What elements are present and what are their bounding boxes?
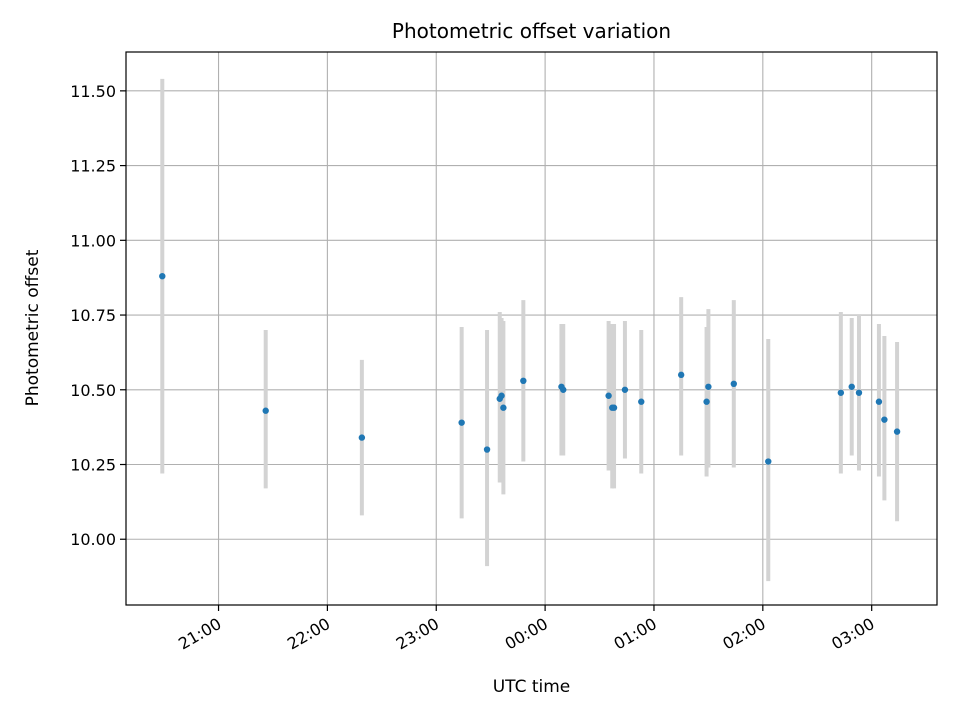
y-tick-label: 10.75	[70, 306, 116, 325]
data-point	[483, 446, 491, 453]
data-point	[610, 404, 618, 411]
data-point	[703, 398, 710, 405]
data-point	[881, 416, 888, 423]
chart-title: Photometric offset variation	[392, 19, 671, 43]
data-point	[730, 380, 737, 387]
data-point	[458, 419, 465, 426]
grid	[126, 52, 937, 605]
data-point	[837, 389, 845, 396]
y-tick-label: 10.25	[70, 456, 116, 475]
x-axis-label: UTC time	[493, 677, 571, 697]
data-point	[677, 371, 685, 379]
y-axis-label: Photometric offset	[23, 249, 43, 406]
y-axis: 10.00 10.25 10.50 10.75 11.00 11.25 11.50	[70, 82, 126, 549]
data-point	[500, 404, 507, 411]
y-tick-label: 10.50	[70, 381, 116, 400]
data-point	[262, 407, 269, 414]
data-point	[605, 392, 612, 399]
data-point	[638, 398, 645, 405]
data-point	[358, 434, 366, 441]
plot-frame	[125, 51, 938, 606]
data-point	[560, 386, 567, 393]
data-point	[705, 383, 712, 390]
data-point	[621, 386, 629, 393]
data-point	[875, 398, 883, 405]
y-tick-label: 11.00	[70, 231, 116, 250]
y-tick-label: 11.50	[70, 82, 116, 101]
data-point	[520, 377, 527, 385]
data-point	[498, 392, 505, 399]
y-tick-label: 11.25	[70, 157, 116, 176]
data-points	[159, 272, 901, 465]
data-point	[893, 428, 901, 435]
data-point	[848, 383, 855, 390]
data-point	[855, 389, 863, 396]
data-point	[159, 272, 166, 280]
data-point	[765, 458, 772, 465]
y-tick-label: 10.00	[70, 530, 116, 549]
